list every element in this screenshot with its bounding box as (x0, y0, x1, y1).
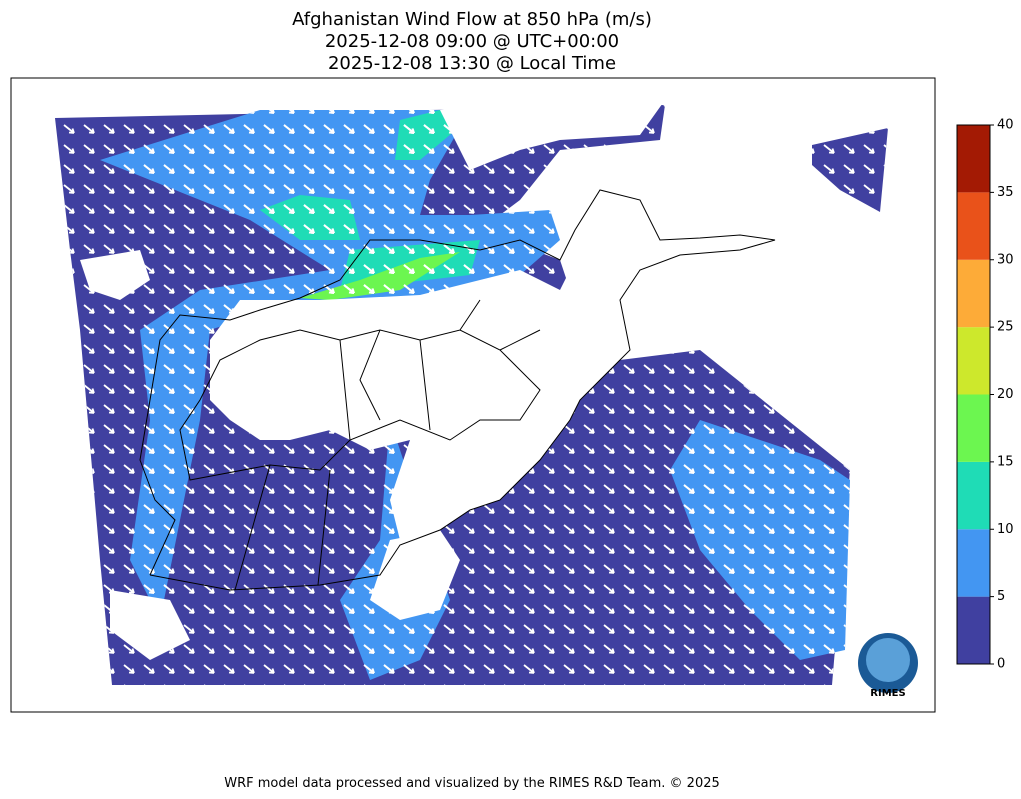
footer: WRF model data processed and visualized … (224, 776, 720, 791)
colorbar-band (957, 125, 990, 193)
colorbar-band (957, 192, 990, 260)
logo: RIMES (858, 633, 918, 699)
title-line: 2025-12-08 13:30 @ Local Time (328, 53, 616, 74)
colorbar-band (957, 529, 990, 597)
land-gap (80, 100, 775, 660)
logo-text: RIMES (870, 688, 905, 699)
colorbar-tick-label: 35 (997, 185, 1014, 200)
colorbar-band (957, 394, 990, 462)
wind-arrows (100, 110, 560, 620)
colorbar-tick-label: 10 (997, 522, 1014, 537)
wind-arrows (812, 128, 888, 212)
colorbar-tick-label: 30 (997, 252, 1014, 267)
colorbar-tick-label: 25 (997, 320, 1014, 335)
wind-arrows (670, 420, 850, 660)
map-frame (10, 77, 936, 713)
colorbar-tick-label: 0 (997, 657, 1005, 672)
colorbar-tick-label: 40 (997, 118, 1014, 133)
colorbar: 0 5 10 15 20 25 30 35 40 (956, 118, 1014, 672)
colorbar-tick-label: 15 (997, 454, 1014, 469)
title-line: 2025-12-08 09:00 @ UTC+00:00 (325, 31, 619, 52)
colorbar-band (957, 259, 990, 328)
map: RIMES (55, 100, 918, 699)
colorbar-tick-label: 20 (997, 387, 1014, 402)
wind-arrows (260, 110, 480, 290)
colorbar-tick-label: 5 (997, 589, 1005, 604)
title-line: Afghanistan Wind Flow at 850 hPa (m/s) (292, 9, 652, 30)
colorbar-band (957, 596, 990, 664)
colorbar-band (957, 327, 990, 395)
borders (139, 189, 776, 591)
wind-arrows (300, 252, 460, 300)
colorbar-band (957, 461, 990, 530)
